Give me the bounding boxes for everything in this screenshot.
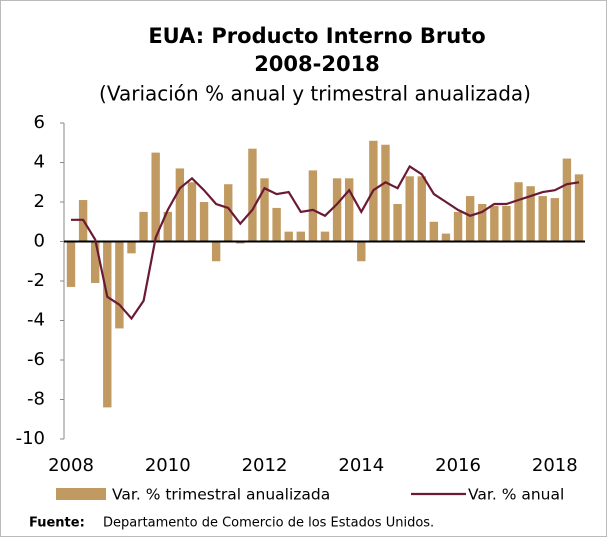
bar [260, 178, 269, 242]
bar [187, 182, 197, 242]
bar [103, 241, 112, 408]
bar [332, 178, 342, 242]
bar [441, 233, 451, 242]
bar [417, 176, 426, 242]
bar [211, 241, 221, 262]
bar [127, 241, 136, 254]
bar [163, 211, 172, 242]
y-tick-label: 4 [34, 152, 45, 173]
bar [574, 174, 584, 242]
x-tick-label: 2018 [532, 455, 578, 476]
bar [502, 205, 511, 242]
bar [248, 148, 257, 242]
legend-swatch [56, 488, 106, 500]
y-tick-label: -8 [27, 389, 45, 410]
chart-subtitle: (Variación % anual y trimestral anualiza… [99, 82, 531, 106]
y-tick-label: -4 [27, 310, 45, 331]
bar [465, 196, 475, 242]
line [71, 164, 580, 321]
bar [381, 144, 390, 242]
bar [526, 186, 535, 242]
y-tick-label: -10 [16, 428, 45, 449]
bar [199, 202, 209, 242]
x-tick-label: 2016 [435, 455, 481, 476]
bar [429, 221, 439, 242]
bar [453, 211, 463, 242]
bar [514, 182, 523, 242]
legend-label: Var. % trimestral anualizada [112, 486, 330, 504]
x-tick-label: 2010 [145, 455, 191, 476]
bar [490, 205, 499, 242]
x-tick-label: 2008 [48, 455, 94, 476]
bar [115, 241, 124, 329]
bar [308, 170, 318, 242]
bar [550, 198, 560, 242]
bar [320, 231, 330, 242]
bar [562, 158, 572, 242]
bar [478, 203, 487, 242]
bar [393, 203, 402, 242]
bar [139, 211, 148, 242]
chart-title: 2008-2018 [254, 52, 380, 76]
bar [538, 196, 547, 242]
x-tick-label: 2014 [338, 455, 384, 476]
y-tick-label: 6 [34, 112, 45, 133]
bar [344, 178, 354, 242]
bar [405, 176, 414, 242]
bar [224, 184, 233, 242]
bar [296, 231, 306, 242]
source-text: Departamento de Comercio de los Estados … [103, 516, 434, 531]
y-tick-label: -6 [27, 349, 45, 370]
legend-label: Var. % anual [468, 486, 564, 504]
chart-title: EUA: Producto Interno Bruto [148, 24, 485, 48]
bar [175, 168, 185, 242]
bar [272, 207, 281, 242]
y-tick-label: 0 [34, 231, 45, 252]
bar [90, 241, 100, 283]
x-tick-label: 2012 [242, 455, 288, 476]
bar [66, 241, 76, 287]
bar [151, 152, 160, 242]
y-tick-label: -2 [27, 270, 45, 291]
bar [357, 241, 366, 262]
source-label: Fuente: [29, 516, 85, 531]
y-tick-label: 2 [34, 191, 45, 212]
bar [284, 231, 293, 242]
